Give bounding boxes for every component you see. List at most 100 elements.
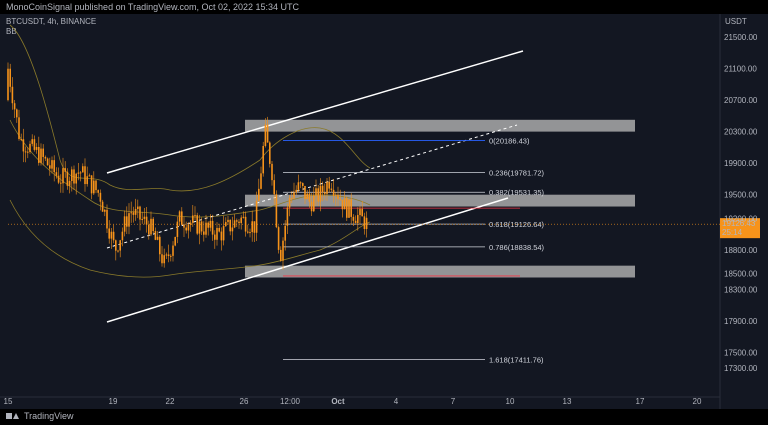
candle-body — [7, 68, 9, 101]
candle-body — [117, 250, 119, 252]
candle-body — [121, 231, 124, 241]
candle-body — [361, 208, 363, 217]
candle-body — [181, 211, 183, 225]
y-tick-label-7: 19500.00 — [724, 191, 758, 200]
candle-body — [352, 216, 355, 221]
y-tick-label-9: 20300.00 — [724, 128, 758, 137]
candle-body — [354, 220, 357, 224]
y-tick-label-10: 20700.00 — [724, 96, 758, 105]
candle-body — [231, 227, 234, 232]
candle-body — [207, 222, 209, 228]
candle-body — [119, 240, 121, 251]
candle-body — [106, 209, 108, 229]
candle-body — [277, 227, 280, 250]
candle-body — [225, 222, 227, 227]
candle-body — [178, 211, 181, 222]
fib-label-3: 0.618(19126.64) — [489, 220, 545, 229]
candle-body — [205, 222, 207, 235]
candle-body — [308, 193, 311, 202]
bb-lower-band — [9, 199, 371, 278]
candle-body — [346, 198, 348, 218]
y-tick-label-6: 19200.00 — [724, 214, 758, 223]
candle-body — [60, 182, 62, 184]
y-tick-label-8: 19900.00 — [724, 159, 758, 168]
candle-body — [247, 231, 249, 233]
candle-body — [218, 227, 220, 232]
candle-body — [253, 221, 256, 233]
candle-body — [159, 236, 161, 255]
candle-body — [286, 207, 289, 226]
candle-body — [295, 189, 297, 193]
candle-body — [108, 228, 110, 239]
candle-body — [104, 209, 106, 212]
x-tick-label-0: 15 — [4, 397, 13, 406]
candle-body — [315, 188, 317, 196]
symbol-legend: BTCUSDT, 4h, BINANCE — [6, 17, 97, 26]
candle-body — [31, 139, 33, 144]
channel-lower-line — [106, 197, 509, 323]
candle-body — [82, 166, 84, 173]
candle-body — [343, 198, 346, 210]
candle-body — [57, 175, 60, 183]
candle-body — [128, 213, 130, 227]
fib-label-1: 0.236(19781.72) — [489, 168, 545, 177]
candle-body — [64, 168, 66, 172]
last-price-tag-bg — [720, 218, 760, 239]
last-price-countdown: 25:14 — [722, 228, 743, 237]
candle-body — [22, 139, 25, 152]
candle-body — [13, 103, 16, 110]
candle-body — [262, 145, 264, 174]
candle-body — [16, 109, 18, 118]
candle-body — [200, 221, 203, 232]
candle-body — [273, 180, 275, 195]
candle-body — [71, 169, 73, 181]
candle-body — [77, 172, 80, 174]
candle-body — [42, 148, 44, 157]
y-tick-label-0: 17300.00 — [724, 364, 758, 373]
candle-body — [46, 158, 49, 166]
candle-body — [38, 147, 40, 163]
candle-body — [29, 143, 31, 153]
candle-body — [240, 217, 242, 224]
candle-body — [40, 148, 42, 163]
fib-label-5: 1.618(17411.76) — [489, 355, 544, 364]
candle-body — [163, 255, 165, 264]
candle-body — [187, 224, 190, 231]
candle-body — [317, 188, 319, 202]
candle-body — [293, 192, 295, 199]
candle-body — [123, 216, 126, 232]
candle-body — [282, 240, 284, 261]
candle-body — [84, 166, 86, 185]
candle-body — [150, 218, 152, 235]
candle-body — [214, 234, 216, 240]
candle-body — [44, 156, 47, 159]
candle-body — [357, 215, 359, 224]
candle-body — [143, 216, 146, 219]
candle-body — [198, 221, 201, 234]
candle-body — [9, 68, 11, 87]
channel-upper-line — [106, 50, 524, 174]
candle-body — [249, 232, 251, 234]
candle-body — [359, 208, 361, 216]
candle-body — [222, 226, 225, 241]
candle-body — [242, 216, 245, 218]
price-currency-label: USDT — [725, 17, 747, 26]
candle-body — [220, 231, 223, 241]
candle-body — [79, 172, 82, 174]
candle-body — [216, 227, 218, 240]
candle-body — [115, 240, 117, 251]
candle-body — [238, 221, 240, 224]
candle-body — [51, 160, 53, 169]
tradingview-logo-icon — [6, 412, 20, 420]
candle-body — [332, 189, 335, 196]
candle-body — [288, 197, 291, 208]
candle-body — [339, 198, 341, 200]
candle-body — [148, 224, 150, 235]
indicator-legend: BB — [6, 27, 17, 36]
candle-body — [130, 212, 132, 214]
candle-body — [260, 173, 262, 189]
candle-body — [326, 181, 328, 194]
candle-body — [97, 190, 99, 193]
y-tick-label-1: 17500.00 — [724, 348, 758, 357]
